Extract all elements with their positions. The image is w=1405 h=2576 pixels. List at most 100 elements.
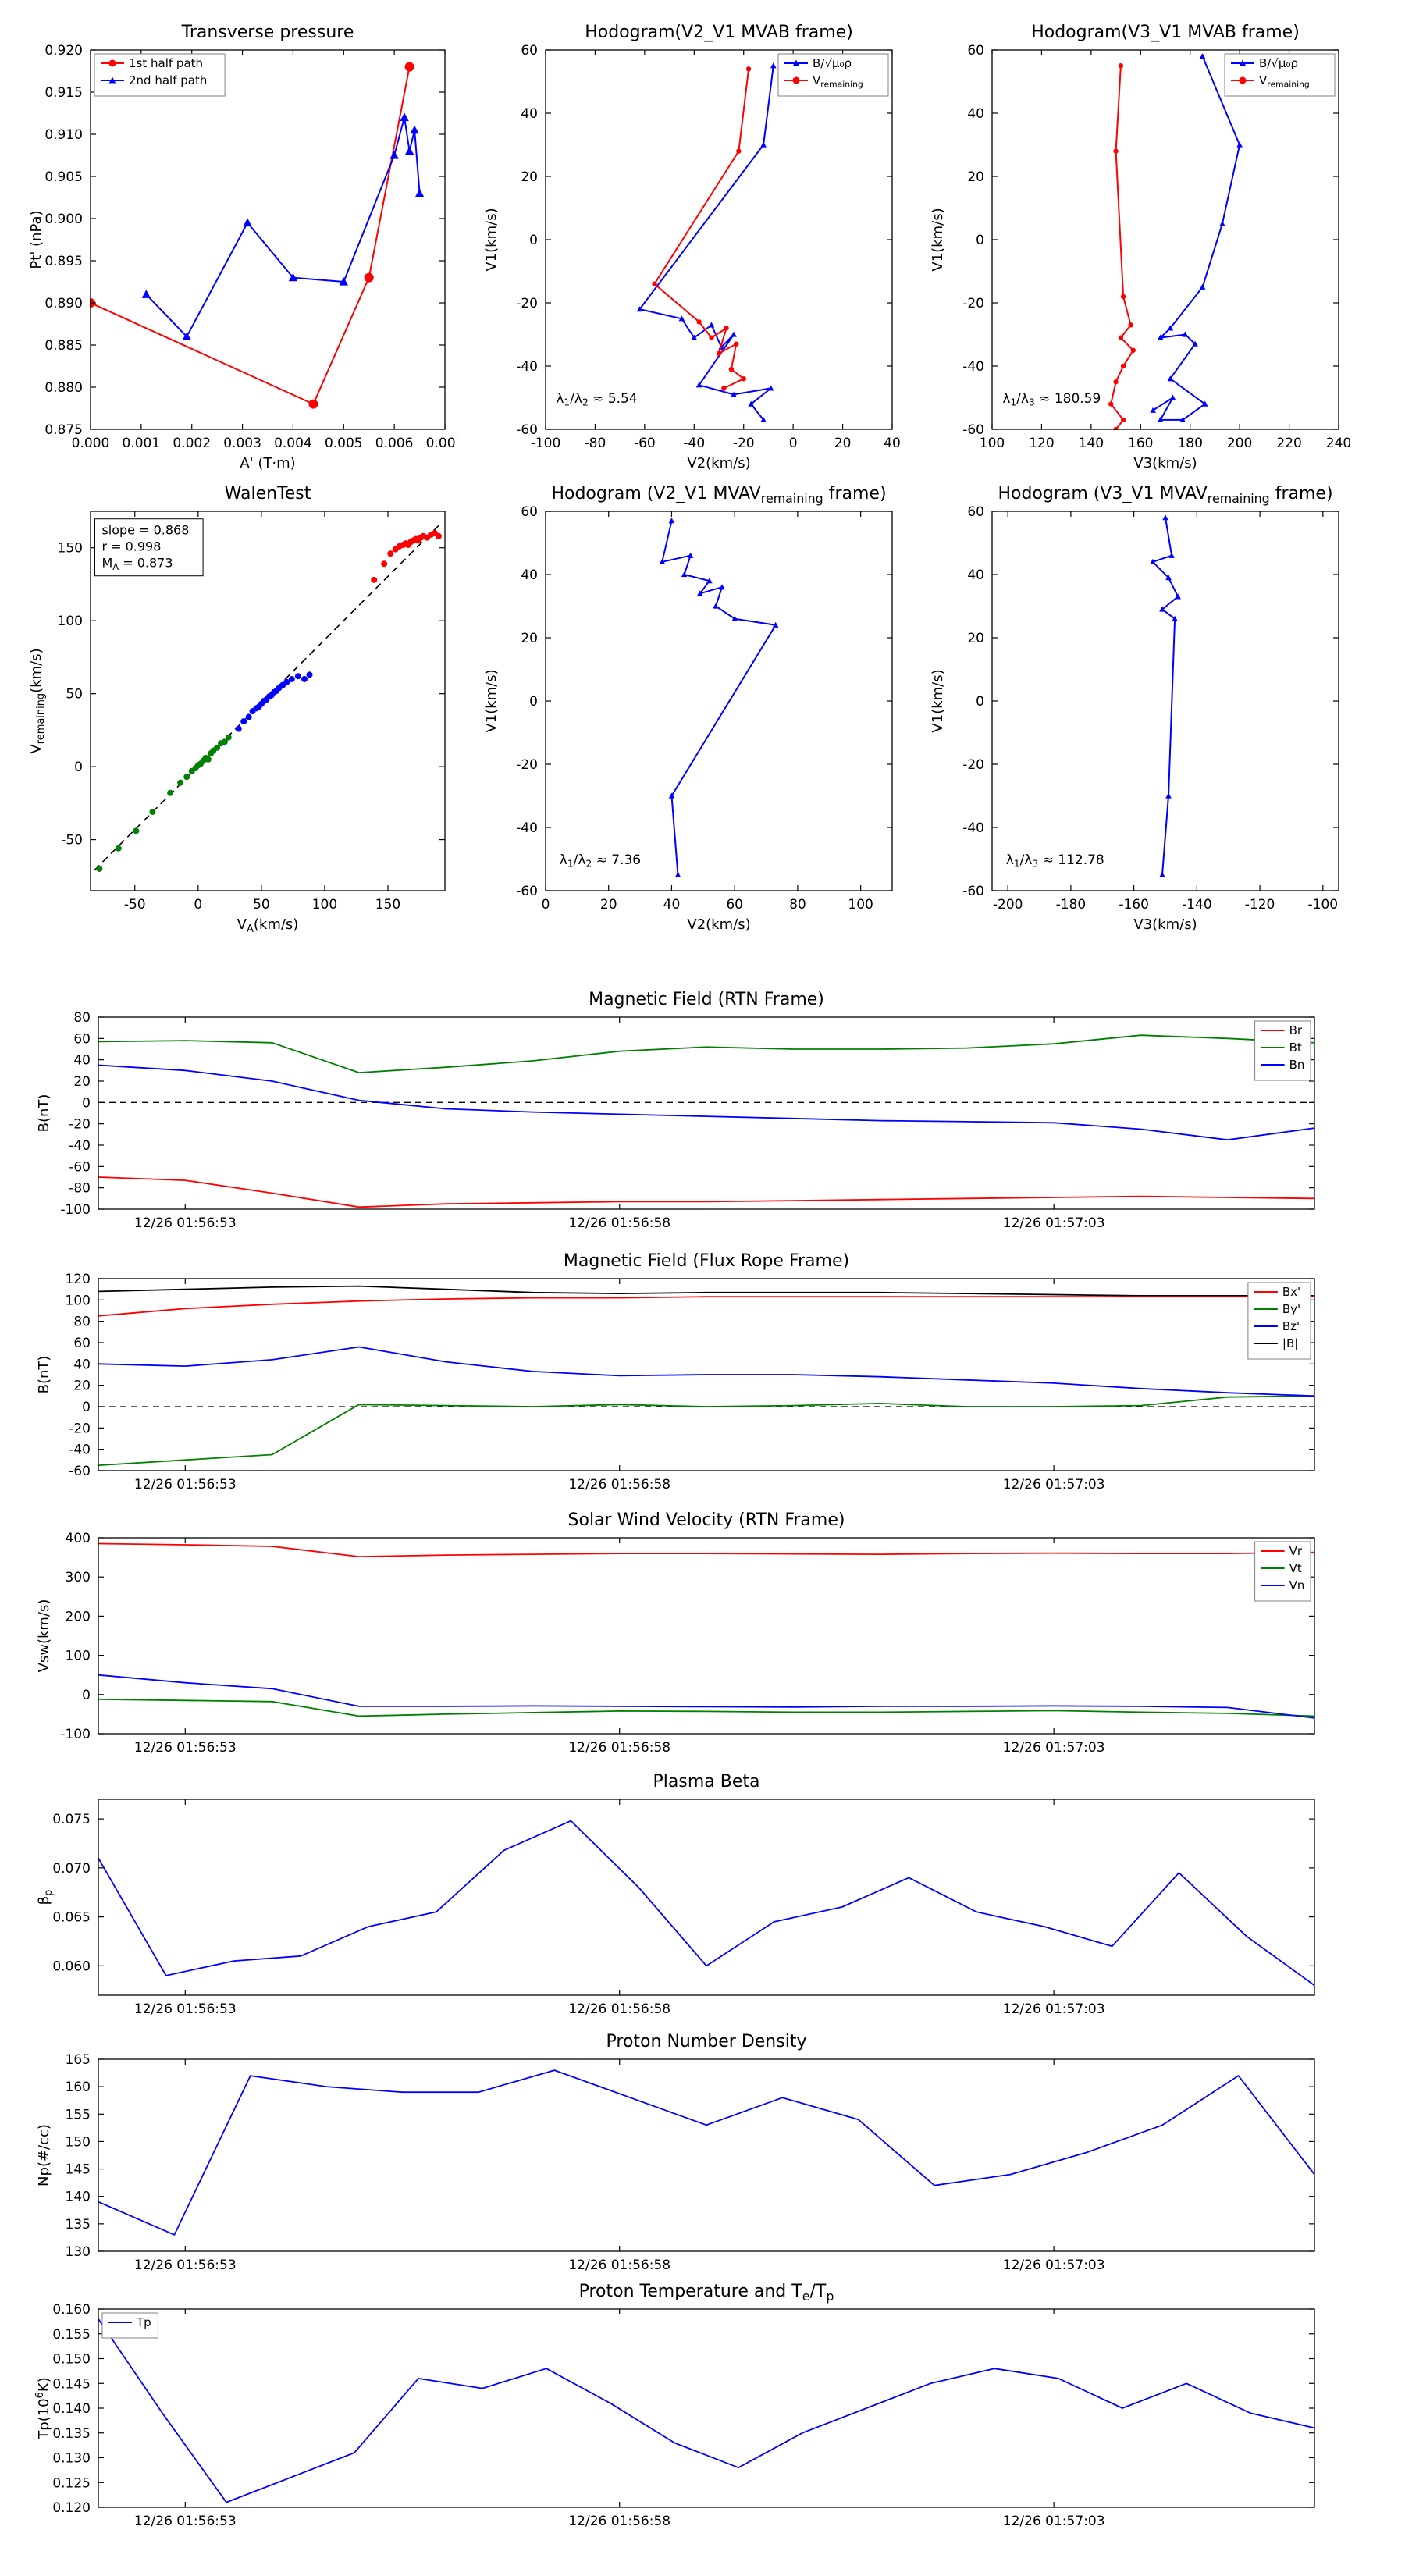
y-tick-label: 40 — [73, 1357, 91, 1372]
legend-label: Tp — [136, 2315, 151, 2329]
y-tick-label: 140 — [66, 2190, 91, 2205]
y-tick-label: 0.120 — [52, 2500, 91, 2516]
y-tick-label: 0.155 — [52, 2327, 91, 2343]
y-tick-label: 120 — [66, 1272, 91, 1287]
x-tick-label: -100 — [1308, 897, 1339, 913]
vsw_rtn-svg: 12/26 01:56:53 12/26 01:56:58 12/26 01:57:… — [36, 1510, 1315, 1756]
x-tick-label: -180 — [1056, 897, 1087, 913]
y-tick-label: -60 — [516, 884, 538, 899]
y-tick-label: 165 — [66, 2052, 91, 2068]
y-tick-label: 60 — [521, 504, 538, 520]
hodogram_v3v1_mvav-svg: -200 -180 -160 -140 -120 -100-60-40-200204060… — [930, 484, 1339, 933]
y-tick-label: -40 — [69, 1443, 91, 1458]
y-tick-label: 20 — [73, 1074, 91, 1090]
legend-box — [94, 53, 226, 97]
x-tick-label: 0.004 — [274, 436, 312, 451]
x-tick-label: 12/26 01:56:53 — [134, 2258, 237, 2273]
chart-plasma-beta: 12/26 01:56:53 12/26 01:56:58 12/26 01:57:… — [31, 1760, 1327, 2030]
y-axis-label: B(nT) — [36, 1094, 52, 1133]
y-tick-label: 60 — [967, 43, 984, 59]
x-tick-label: 12/26 01:57:03 — [1003, 1477, 1105, 1493]
y-axis-label: B(nT) — [36, 1356, 52, 1394]
y-tick-label: 0 — [976, 694, 984, 710]
series-Bn — [98, 1064, 1315, 1141]
x-tick-label: 60 — [726, 897, 743, 913]
x-tick-label: 200 — [1227, 436, 1252, 451]
axes-box — [98, 1016, 1315, 1210]
y-tick-label: 0 — [529, 233, 538, 248]
x-axis-label: V3(km/s) — [1133, 455, 1197, 471]
stats-line: r = 0.998 — [101, 539, 161, 554]
x-tick-label: -100 — [531, 436, 561, 451]
y-tick-label: 60 — [521, 43, 538, 59]
chart-hodogram-v3v1-mvab: 100 120 140 160 180 200 220 240 -60 -40 -20 0 20 40 60… — [925, 11, 1351, 473]
x-tick-label: 12/26 01:56:58 — [568, 1215, 670, 1231]
y-tick-label: 0.905 — [44, 169, 83, 185]
y-tick-label: 100 — [66, 1293, 91, 1308]
y-tick-label: 60 — [73, 1031, 91, 1047]
y-tick-label: 20 — [73, 1379, 91, 1394]
legend-label: Bt — [1289, 1041, 1302, 1055]
y-axis-label: Tp(106K) — [34, 2377, 52, 2439]
y-tick-label: 200 — [66, 1609, 91, 1624]
walen_test-svg: -50 0 50 100 150 -50 0 50 100 150 WalenTest VA(km/s… — [28, 484, 446, 935]
annotation-text: λ1/λ2 ≈ 5.54 — [556, 391, 637, 408]
y-tick-label: 150 — [58, 541, 83, 557]
stats-box — [94, 518, 204, 577]
y-axis-label: Pt' (nPa) — [28, 210, 44, 269]
chart-transverse-pressure: 0.000 0.001 0.002 0.003 0.004 0.005 0.006 0.007… — [23, 11, 464, 473]
y-tick-label: 0.915 — [44, 85, 83, 101]
legend-label: Vremaining — [1259, 73, 1310, 89]
b_fluxrope-svg: 12/26 01:56:53 12/26 01:56:58 12/26 01:57:… — [36, 1251, 1315, 1493]
chart-title: Hodogram (V3_V1 MVAVremaining frame) — [998, 484, 1332, 506]
series-beta-p — [98, 1820, 1315, 1987]
x-axis-label: V2(km/s) — [687, 455, 750, 471]
x-tick-label: 12/26 01:57:03 — [1003, 1740, 1105, 1756]
y-axis-label: Np(#/cc) — [36, 2124, 52, 2186]
y-tick-label: 0.075 — [52, 1812, 91, 1827]
chart-title: Hodogram(V3_V1 MVAB frame) — [1031, 23, 1300, 42]
y-tick-label: 0.135 — [52, 2426, 91, 2442]
legend-label: 2nd half path — [129, 73, 207, 87]
y-axis-label: V1(km/s) — [930, 208, 946, 271]
series-Tp — [98, 2318, 1315, 2503]
y-tick-label: 0.890 — [44, 296, 83, 311]
legend-label: Bz' — [1282, 1319, 1300, 1333]
x-tick-label: 50 — [253, 897, 270, 913]
y-tick-label: 0.160 — [52, 2302, 91, 2318]
y-axis-label: Vremaining(km/s) — [28, 648, 47, 753]
y-tick-label: 60 — [967, 504, 984, 520]
chart-title: Plasma Beta — [653, 1772, 760, 1791]
y-tick-label: 80 — [73, 1010, 91, 1026]
y-tick-label: 160 — [66, 2080, 91, 2095]
legend-label: Vt — [1289, 1561, 1302, 1575]
x-tick-label: 0.007 — [426, 436, 457, 451]
y-tick-label: 0.060 — [52, 1959, 91, 1974]
x-tick-label: 0 — [542, 897, 550, 913]
y-tick-label: 0.875 — [44, 422, 83, 438]
x-tick-label: 0.006 — [375, 436, 414, 451]
y-tick-label: -60 — [69, 1464, 91, 1479]
hodogram_v3v1_mvab-svg: 100 120 140 160 180 200 220 240 -60 -40 -20 0 20 40 60… — [930, 23, 1351, 471]
x-tick-label: 20 — [834, 436, 852, 451]
x-tick-label: 12/26 01:56:58 — [568, 1477, 670, 1493]
legend-box — [1247, 1282, 1311, 1360]
legend-box — [101, 2312, 158, 2339]
axes-box — [98, 2058, 1315, 2252]
x-tick-label: 12/26 01:56:53 — [134, 1477, 237, 1493]
x-tick-label: 80 — [789, 897, 806, 913]
y-tick-label: 40 — [967, 568, 984, 583]
y-tick-label: -40 — [516, 820, 538, 836]
legend-label: Vremaining — [813, 73, 863, 89]
hodogram_v2v1_mvav-svg: 0 20 40 60 80 100 -60 -40 -20 0 20 40 60 Hodogram (V2… — [483, 484, 893, 933]
y-tick-label: 0.910 — [44, 127, 83, 143]
y-axis-label: V1(km/s) — [483, 669, 500, 732]
y-axis-label: Vsw(km/s) — [36, 1599, 52, 1673]
x-tick-label: -50 — [124, 897, 146, 913]
y-tick-label: -80 — [69, 1181, 91, 1197]
axes-box — [98, 1799, 1315, 1996]
y-tick-label: 40 — [521, 106, 538, 122]
x-tick-label: 0.000 — [72, 436, 110, 451]
series-Vn — [98, 1674, 1315, 1719]
chart-title: Magnetic Field (RTN Frame) — [589, 990, 824, 1009]
